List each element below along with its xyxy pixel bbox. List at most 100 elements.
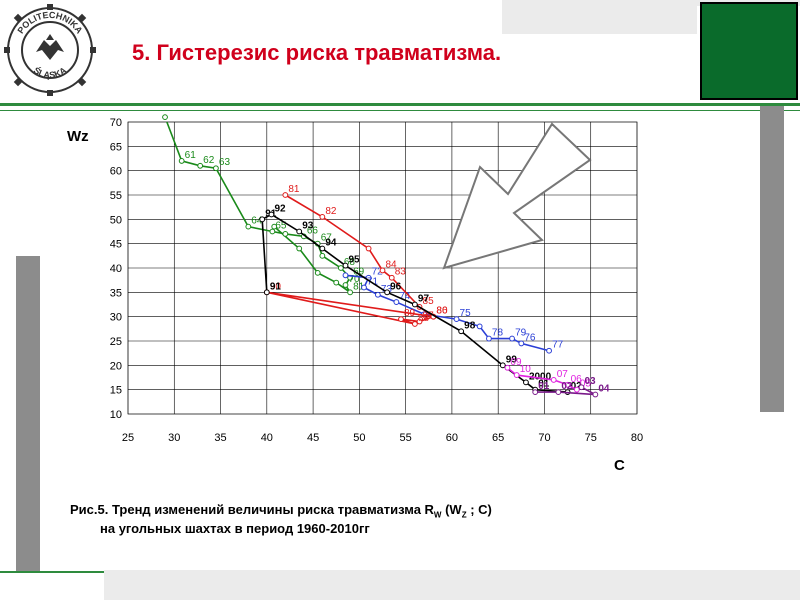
data-point <box>476 323 483 330</box>
footer-rule <box>0 571 104 573</box>
logo-text-bottom: ŚLĄSKA <box>32 64 69 80</box>
data-point <box>263 289 270 296</box>
data-label: 82 <box>325 206 337 217</box>
x-axis-title: C <box>614 457 625 474</box>
data-label: 09 <box>510 357 522 368</box>
data-label: 01 <box>538 379 550 390</box>
x-tick-label: 75 <box>585 432 597 444</box>
figure-caption-line1: Рис.5. Тренд изменений величины риска тр… <box>70 502 492 520</box>
y-tick-label: 10 <box>110 409 122 421</box>
data-point <box>458 328 465 335</box>
data-label: 64 <box>251 216 263 227</box>
page-title: 5. Гистерезис риска травматизма. <box>132 40 502 65</box>
data-point <box>333 279 340 286</box>
caption-sub-z: Z <box>461 510 467 520</box>
data-label: 72 <box>372 267 384 278</box>
data-point <box>268 211 275 218</box>
svg-text:ŚLĄSKA: ŚLĄSKA <box>32 64 69 80</box>
data-point <box>411 321 418 327</box>
data-label: 84 <box>386 259 398 270</box>
caption-mid: (W <box>441 502 462 517</box>
data-point <box>342 282 349 288</box>
data-label: 86 <box>436 306 448 317</box>
data-point <box>259 216 266 223</box>
data-label: 02 <box>571 381 583 392</box>
x-tick-label: 25 <box>122 432 134 444</box>
data-point <box>564 381 571 388</box>
data-label: 92 <box>274 203 286 214</box>
data-point <box>518 340 525 347</box>
data-point <box>499 362 506 369</box>
data-point <box>319 245 326 252</box>
data-label: 69 <box>353 267 365 278</box>
data-label: 73 <box>381 284 393 295</box>
data-point <box>282 192 289 198</box>
data-point <box>384 289 391 296</box>
data-label: 01 <box>538 381 550 392</box>
data-point <box>347 289 354 296</box>
caption-sub-w: W <box>433 510 442 520</box>
y-tick-label: 65 <box>110 141 122 153</box>
y-tick-label: 40 <box>110 263 122 275</box>
y-tick-label: 55 <box>110 190 122 202</box>
data-label: 62 <box>203 155 215 166</box>
data-point <box>486 335 492 342</box>
data-label: 66 <box>307 225 319 236</box>
data-label: 02 <box>561 381 573 392</box>
data-point <box>532 389 539 396</box>
data-point <box>178 158 185 164</box>
x-tick-label: 50 <box>353 432 365 444</box>
data-label: 93 <box>302 221 314 232</box>
footer-bar <box>104 570 800 600</box>
data-label: 99 <box>506 354 518 365</box>
caption-prefix: Рис.5. Тренд изменений величины риска тр… <box>70 502 434 517</box>
data-point <box>578 384 585 391</box>
data-point <box>271 223 278 230</box>
data-point <box>504 364 511 371</box>
data-label: 74 <box>399 291 411 302</box>
data-point <box>197 162 204 169</box>
y-tick-label: 50 <box>110 214 122 226</box>
data-point <box>509 335 515 342</box>
data-point <box>269 228 276 235</box>
data-point <box>453 316 460 323</box>
green-brand-box <box>700 2 798 100</box>
data-point <box>592 391 599 398</box>
data-label: 80 <box>436 306 448 317</box>
data-point <box>296 228 303 235</box>
data-label: 75 <box>460 308 472 319</box>
data-label: 83 <box>395 267 407 278</box>
data-point <box>546 347 552 354</box>
x-tick-label: 80 <box>631 432 643 444</box>
data-label: 70 <box>348 274 360 285</box>
figure-caption-line2: на угольных шахтах в период 1960-2010гг <box>100 521 370 536</box>
data-label: 88 <box>418 313 430 324</box>
data-label: 89 <box>404 308 416 319</box>
trend-arrow <box>442 122 592 270</box>
left-gray-bar <box>16 256 40 572</box>
header-rule <box>0 103 800 106</box>
data-point <box>388 274 395 281</box>
data-label: 03 <box>584 376 596 387</box>
data-label: 98 <box>464 320 476 331</box>
data-label: 68 <box>344 257 356 268</box>
y-tick-label: 20 <box>110 360 122 372</box>
data-point <box>314 269 321 276</box>
top-gray-bar <box>502 0 697 34</box>
data-label: 76 <box>524 332 536 343</box>
data-label: 06 <box>571 374 583 385</box>
x-tick-label: 40 <box>261 432 273 444</box>
data-label: 04 <box>598 384 610 395</box>
data-point <box>282 231 289 237</box>
data-label: 65 <box>275 221 287 232</box>
data-point <box>365 245 372 252</box>
x-tick-label: 35 <box>214 432 226 444</box>
data-label: 71 <box>367 276 379 287</box>
data-point <box>393 299 400 305</box>
data-point <box>379 267 386 274</box>
right-gray-bar <box>760 106 784 412</box>
x-tick-label: 70 <box>538 432 550 444</box>
x-tick-label: 60 <box>446 432 458 444</box>
data-label: 90 <box>270 281 282 292</box>
